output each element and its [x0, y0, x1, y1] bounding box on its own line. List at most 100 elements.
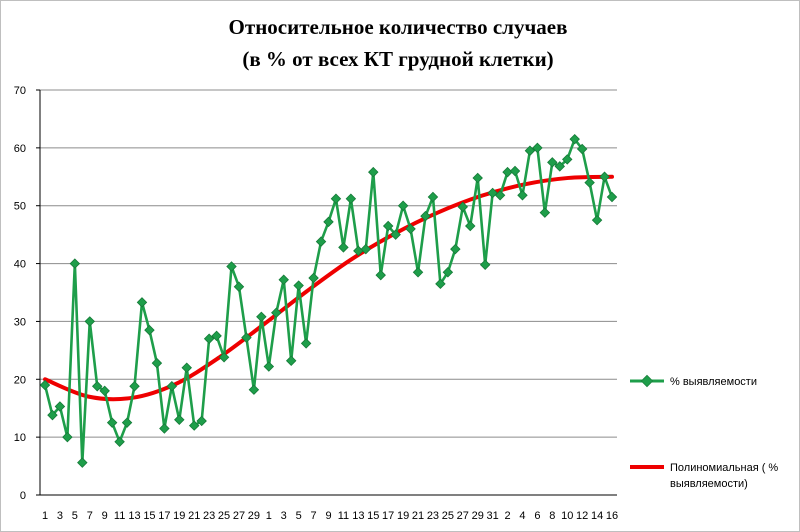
y-tick-label: 0	[20, 490, 26, 502]
x-tick-label: 6	[534, 510, 540, 522]
x-tick-label: 19	[173, 510, 185, 522]
data-point-marker	[479, 259, 491, 270]
data-point-marker	[129, 380, 140, 392]
data-point-marker	[69, 258, 81, 269]
data-point-marker	[547, 157, 558, 168]
x-tick-label: 17	[382, 510, 394, 522]
data-point-marker	[159, 423, 170, 434]
x-tick-label: 27	[233, 510, 245, 522]
x-tick-label: 16	[606, 510, 618, 522]
x-tick-label: 10	[561, 510, 573, 522]
x-tick-label: 21	[412, 510, 424, 522]
x-tick-label: 7	[311, 510, 317, 522]
x-tick-label: 27	[457, 510, 469, 522]
data-point-marker	[99, 385, 110, 397]
data-point-marker	[226, 261, 237, 272]
data-point-marker	[345, 193, 357, 205]
data-point-marker	[323, 216, 334, 228]
data-point-marker	[420, 210, 431, 222]
data-point-marker	[382, 220, 394, 232]
data-point-marker	[256, 311, 267, 323]
data-point-marker	[532, 142, 543, 154]
legend-trend-label-2: выявляемости)	[670, 478, 748, 490]
x-tick-label: 5	[296, 510, 302, 522]
legend-series-label: % выявляемости	[670, 376, 757, 388]
data-point-marker	[539, 207, 551, 218]
chart-title-line-1: Относительное количество случаев	[229, 15, 568, 39]
data-point-marker	[472, 172, 483, 184]
data-point-marker	[54, 401, 66, 412]
data-point-marker	[211, 330, 222, 342]
data-point-marker	[450, 243, 461, 255]
x-tick-label: 15	[367, 510, 379, 522]
x-tick-label: 14	[591, 510, 603, 522]
data-point-marker	[308, 272, 319, 284]
data-point-marker	[576, 143, 588, 155]
x-tick-label: 25	[442, 510, 454, 522]
y-tick-label: 70	[14, 85, 26, 97]
data-point-marker	[121, 417, 133, 428]
data-point-marker	[494, 190, 506, 201]
x-tick-label: 5	[72, 510, 78, 522]
data-point-marker	[442, 267, 454, 278]
data-point-marker	[47, 409, 58, 421]
data-point-marker	[62, 431, 73, 443]
x-axis: 1 3 5 7 9 11 13 15 17 19 21 23 25 27 29 1 3 5 7 9 11 13 15 17 19…	[40, 494, 618, 522]
data-point-marker	[368, 166, 379, 178]
data-series	[39, 133, 618, 468]
y-tick-label: 40	[14, 259, 26, 271]
data-point-marker	[390, 229, 401, 240]
x-tick-label: 23	[203, 510, 215, 522]
data-point-marker	[241, 332, 252, 343]
data-point-marker	[196, 415, 207, 427]
data-point-marker	[353, 245, 364, 257]
data-point-marker	[509, 165, 521, 177]
data-point-marker	[606, 191, 618, 203]
x-tick-label: 29	[472, 510, 484, 522]
data-point-marker	[584, 177, 595, 188]
data-point-marker	[39, 379, 51, 391]
data-point-marker	[278, 274, 289, 286]
data-point-marker	[285, 355, 297, 367]
y-tick-label: 30	[14, 316, 26, 328]
x-tick-label: 3	[57, 510, 63, 522]
data-point-marker	[293, 280, 304, 291]
data-point-marker	[524, 145, 536, 156]
legend-series-marker	[640, 374, 654, 388]
data-point-marker	[174, 414, 185, 426]
data-point-marker	[144, 324, 155, 336]
data-point-marker	[181, 362, 192, 373]
legend: % выявляемости Полиномиальная ( % выявля…	[630, 374, 778, 490]
data-point-marker	[84, 316, 95, 327]
data-point-marker	[136, 297, 148, 308]
data-point-marker	[233, 281, 245, 292]
x-tick-label: 19	[397, 510, 409, 522]
data-point-marker	[360, 243, 372, 255]
data-point-marker	[188, 420, 200, 431]
x-tick-label: 3	[281, 510, 287, 522]
x-tick-label: 4	[519, 510, 525, 522]
data-point-marker	[166, 380, 178, 392]
data-point-marker	[375, 269, 386, 281]
data-point-marker	[591, 214, 603, 226]
trend-series	[43, 174, 614, 402]
data-point-marker	[203, 333, 215, 345]
x-tick-label: 9	[325, 510, 331, 522]
y-tick-label: 20	[14, 374, 26, 386]
data-point-marker	[114, 436, 125, 448]
data-point-marker	[457, 201, 469, 213]
x-tick-label: 1	[42, 510, 48, 522]
data-point-marker	[300, 338, 312, 349]
y-axis: 0 10 20 30 40 50 60 70	[14, 85, 41, 502]
x-tick-label: 11	[338, 510, 349, 522]
data-point-marker	[315, 236, 327, 247]
data-point-marker	[151, 357, 163, 369]
data-point-marker	[338, 242, 349, 253]
data-point-marker	[271, 307, 282, 318]
data-point-marker	[91, 380, 103, 392]
x-tick-label: 21	[188, 510, 200, 522]
trendline-path	[43, 174, 614, 402]
data-point-marker	[263, 361, 275, 372]
data-point-marker	[465, 220, 476, 232]
